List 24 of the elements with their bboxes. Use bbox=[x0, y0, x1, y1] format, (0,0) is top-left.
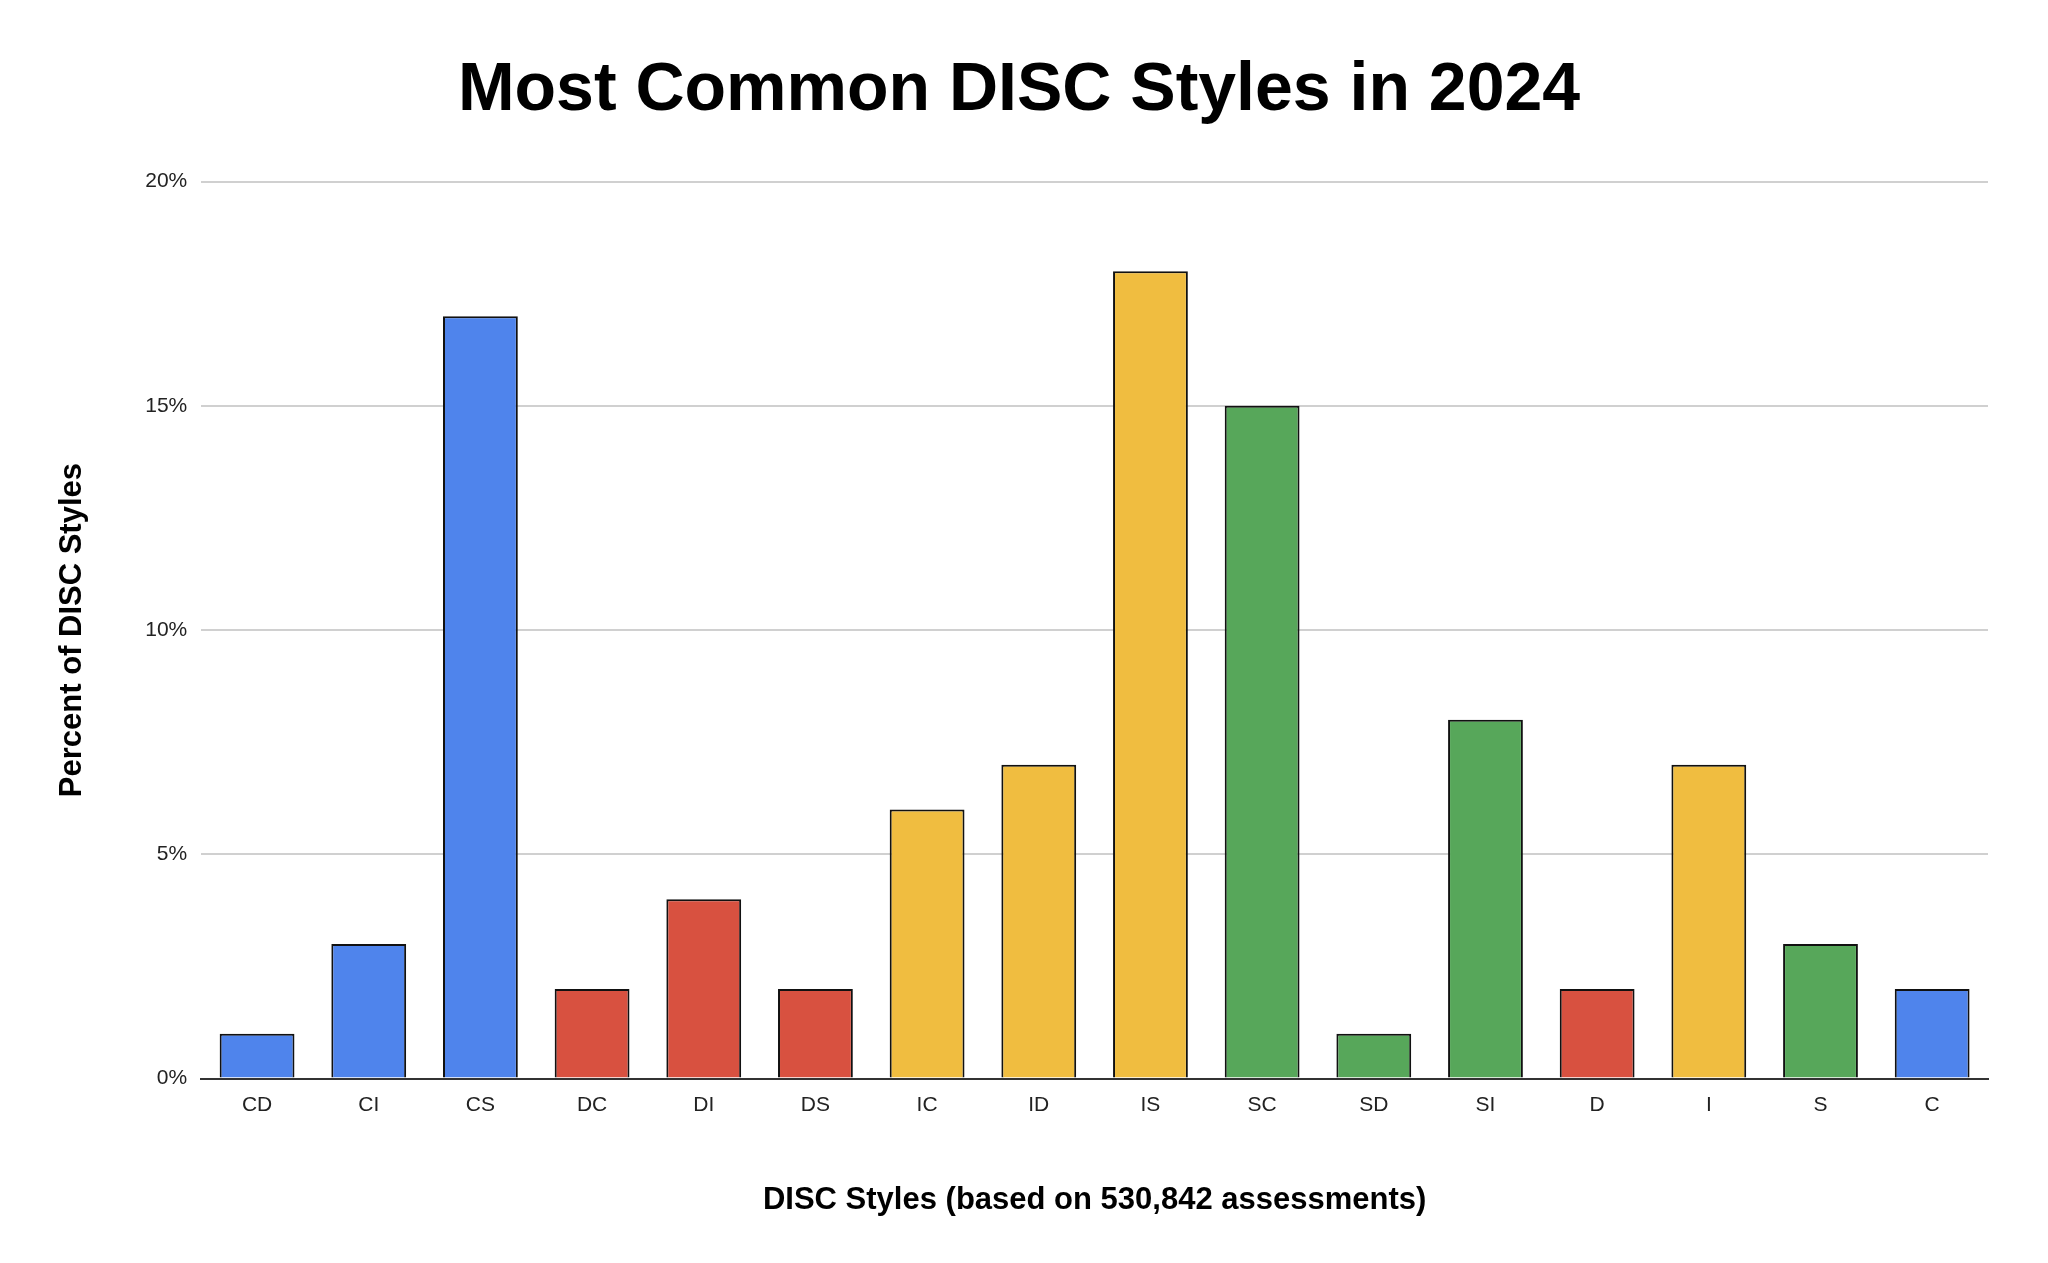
x-tick-label: CS bbox=[465, 1092, 496, 1115]
x-tick-label: DI bbox=[693, 1092, 715, 1115]
x-tick-label: D bbox=[1589, 1092, 1605, 1115]
x-tick-label: S bbox=[1813, 1092, 1828, 1115]
x-tick-label: CI bbox=[358, 1092, 380, 1115]
y-tick-label: 20% bbox=[145, 168, 188, 192]
x-tick-label: SD bbox=[1359, 1092, 1389, 1115]
x-tick-label: DC bbox=[576, 1092, 608, 1115]
x-tick-label: IC bbox=[916, 1092, 938, 1115]
x-tick-label: C bbox=[1924, 1092, 1940, 1115]
y-tick-label: 10% bbox=[145, 616, 188, 640]
x-tick-label: ID bbox=[1028, 1092, 1050, 1115]
x-tick-label: I bbox=[1705, 1092, 1712, 1115]
x-tick-label: DS bbox=[800, 1092, 831, 1115]
y-tick-label: 5% bbox=[156, 841, 188, 865]
x-tick-label: CD bbox=[241, 1092, 273, 1115]
x-tick-label: SC bbox=[1247, 1092, 1277, 1115]
y-tick-label: 15% bbox=[145, 392, 188, 416]
x-axis-title: DISC Styles (based on 530,842 assessments) bbox=[762, 1180, 1427, 1216]
x-tick-label: SI bbox=[1475, 1092, 1496, 1115]
x-tick-label: IS bbox=[1140, 1092, 1161, 1115]
y-tick-label: 0% bbox=[156, 1065, 188, 1089]
chart-title: Most Common DISC Styles in 2024 bbox=[457, 47, 1581, 124]
y-axis-title: Percent of DISC Styles bbox=[53, 462, 89, 798]
